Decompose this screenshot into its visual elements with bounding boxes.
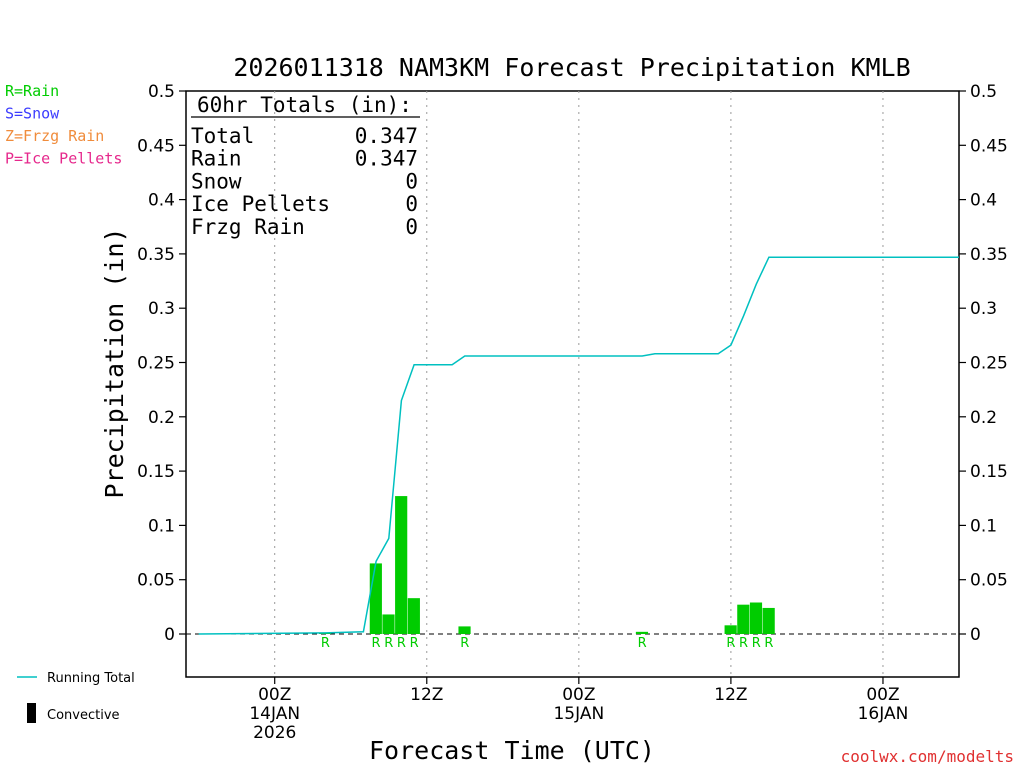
precip-type-label: R <box>321 636 330 651</box>
y-tick-label: 0 <box>164 625 175 645</box>
precip-type-label: R <box>372 636 381 651</box>
totals-row-value: 0 <box>405 215 418 239</box>
convective-bar <box>737 604 750 634</box>
totals-row-label: Rain <box>191 147 242 171</box>
convective-bar <box>749 602 763 634</box>
precip-type-label: R <box>410 636 419 651</box>
convective-legend-swatch <box>27 703 36 723</box>
x-tick-label: 14JAN <box>249 704 300 724</box>
convective-bar <box>382 614 395 634</box>
y-tick-label: 0.45 <box>137 136 175 156</box>
convective-bar <box>369 563 382 634</box>
x-tick-label: 2026 <box>253 723 296 743</box>
line-legend-item: Running Total <box>47 671 135 686</box>
totals-box: 60hr Totals (in): Total 0.347 Rain 0.347 Snow… <box>191 93 420 239</box>
y-tick-label-right: 0.1 <box>970 516 997 536</box>
type-legend-item: Z=Frzg Rain <box>5 127 104 145</box>
precip-type-label: R <box>752 636 761 651</box>
totals-row-value: 0.347 <box>355 147 418 171</box>
y-tick-label: 0.25 <box>137 354 175 374</box>
precip-type-label: R <box>638 636 647 651</box>
x-tick-label: 15JAN <box>553 704 604 724</box>
chart-title: 2026011318 NAM3KM Forecast Precipitation… <box>233 53 910 82</box>
type-legend-item: P=Ice Pellets <box>5 150 122 168</box>
y-tick-label-right: 0 <box>970 625 981 645</box>
y-tick-label: 0.35 <box>137 245 175 265</box>
y-tick-label-right: 0.35 <box>970 245 1008 265</box>
y-tick-label: 0.4 <box>148 191 175 211</box>
totals-row-label: Ice Pellets <box>191 192 330 216</box>
y-tick-label-right: 0.45 <box>970 136 1008 156</box>
x-tick-label: 12Z <box>714 685 747 705</box>
y-tick-label-right: 0.4 <box>970 191 997 211</box>
convective-bar <box>724 625 737 634</box>
type-legend-item: S=Snow <box>5 105 60 123</box>
totals-row-value: 0.347 <box>355 124 418 148</box>
y-axis-right: 0 0.05 0.1 0.15 0.2 0.25 0.3 0.35 0.4 0.45 0.5 <box>959 82 1008 645</box>
y-axis-label: Precipitation (in) <box>100 228 129 499</box>
totals-row-label: Frzg Rain <box>191 215 305 239</box>
running-total-line <box>198 256 959 635</box>
x-tick-label: 00Z <box>866 685 899 705</box>
y-tick-label-right: 0.5 <box>970 82 997 102</box>
y-tick-label: 0.15 <box>137 462 175 482</box>
y-tick-label-right: 0.05 <box>970 571 1008 591</box>
convective-bars <box>319 496 775 634</box>
convective-bar <box>458 626 471 634</box>
x-axis-label: Forecast Time (UTC) <box>369 736 655 765</box>
line-legend-item: Convective <box>47 708 120 723</box>
y-tick-label: 0.1 <box>148 516 175 536</box>
precip-type-legend: R=Rain S=Snow Z=Frzg Rain P=Ice Pellets <box>5 82 122 168</box>
y-tick-label-right: 0.15 <box>970 462 1008 482</box>
type-legend-item: R=Rain <box>5 82 59 100</box>
y-tick-label-right: 0.25 <box>970 354 1008 374</box>
totals-row-label: Snow <box>191 169 242 193</box>
x-tick-label: 16JAN <box>858 704 909 724</box>
line-legend: Running Total Convective <box>17 671 135 723</box>
precip-type-label: R <box>460 636 469 651</box>
precip-type-label: R <box>397 636 406 651</box>
precip-type-label: R <box>384 636 393 651</box>
convective-bar <box>762 607 775 634</box>
x-tick-label: 00Z <box>562 685 595 705</box>
y-tick-label-right: 0.2 <box>970 408 997 428</box>
y-tick-label: 0.05 <box>137 571 175 591</box>
y-tick-label: 0.2 <box>148 408 175 428</box>
y-axis-left: 0 0.05 0.1 0.15 0.2 0.25 0.3 0.35 0.4 0.45 0.5 <box>137 82 186 645</box>
precip-type-label: R <box>739 636 748 651</box>
x-tick-label: 12Z <box>410 685 443 705</box>
plot-frame <box>185 90 960 678</box>
convective-bar <box>395 496 408 634</box>
convective-bar <box>407 598 420 634</box>
y-tick-label: 0.5 <box>148 82 175 102</box>
totals-row-label: Total <box>191 124 254 148</box>
precip-type-label: R <box>764 636 773 651</box>
credit-text: coolwx.com/modelts <box>841 747 1014 766</box>
precip-type-label: R <box>726 636 735 651</box>
totals-row-value: 0 <box>405 169 418 193</box>
totals-header: 60hr Totals (in): <box>197 93 412 117</box>
y-tick-label-right: 0.3 <box>970 299 997 319</box>
y-tick-label: 0.3 <box>148 299 175 319</box>
x-tick-label: 00Z <box>258 685 291 705</box>
convective-bar <box>635 631 649 634</box>
totals-row-value: 0 <box>405 192 418 216</box>
vertical-gridlines <box>274 91 884 677</box>
